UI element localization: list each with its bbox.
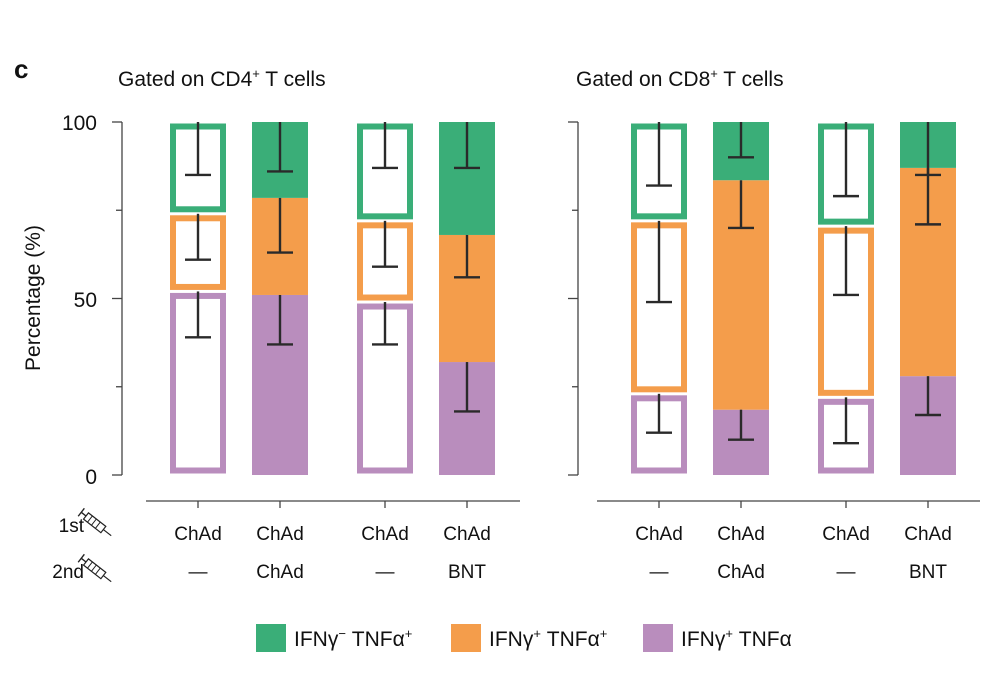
x-tick-label-second-dose: — [650, 562, 669, 583]
legend-label-tnf-only: IFNγ− TNFα+ [294, 626, 412, 651]
x-tick-label-first-dose: ChAd [361, 524, 409, 545]
x-tick-label-second-dose: — [189, 562, 208, 583]
panel-title-cd4: Gated on CD4+ T cells [118, 66, 326, 91]
x-tick-label-second-dose: BNT [909, 562, 947, 583]
legend-swatch-tnf-only [256, 624, 286, 652]
syringe-icon [77, 553, 112, 583]
y-tick-label-100: 100 [62, 112, 97, 135]
x-tick-label-second-dose: ChAd [256, 562, 304, 583]
x-tick-label-first-dose: ChAd [443, 524, 491, 545]
panel-label: c [14, 54, 28, 84]
legend: IFNγ− TNFα+ IFNγ+ TNFα+ IFNγ+ TNFα [256, 624, 792, 652]
x-tick-label-second-dose: ChAd [717, 562, 765, 583]
x-tick-label-first-dose: ChAd [822, 524, 870, 545]
x-tick-label-second-dose: — [376, 562, 395, 583]
x-tick-label-first-dose: ChAd [256, 524, 304, 545]
legend-label-ifn-only: IFNγ+ TNFα [681, 626, 792, 651]
x-tick-label-first-dose: ChAd [904, 524, 952, 545]
x-tick-label-second-dose: BNT [448, 562, 486, 583]
y-tick-label-0: 0 [85, 466, 97, 489]
legend-label-double: IFNγ+ TNFα+ [489, 626, 607, 651]
x-tick-label-second-dose: — [837, 562, 856, 583]
x-tick-label-first-dose: ChAd [635, 524, 683, 545]
syringe-icon [77, 507, 112, 537]
legend-swatch-double [451, 624, 481, 652]
y-axis-title: Percentage (%) [22, 225, 45, 371]
x-tick-label-first-dose: ChAd [174, 524, 222, 545]
row-label-first-dose: 1st [59, 516, 85, 537]
legend-swatch-ifn-only [643, 624, 673, 652]
panel-cd8: ChAd — ChAd ChAd ChAd — ChAd BNT [568, 121, 980, 583]
panel-title-cd8: Gated on CD8+ T cells [576, 66, 784, 91]
y-tick-label-50: 50 [74, 289, 97, 312]
row-label-second-dose: 2nd [52, 562, 84, 583]
panel-cd4: ChAd — ChAd ChAd ChAd — ChAd BNT [112, 121, 520, 583]
x-tick-label-first-dose: ChAd [717, 524, 765, 545]
